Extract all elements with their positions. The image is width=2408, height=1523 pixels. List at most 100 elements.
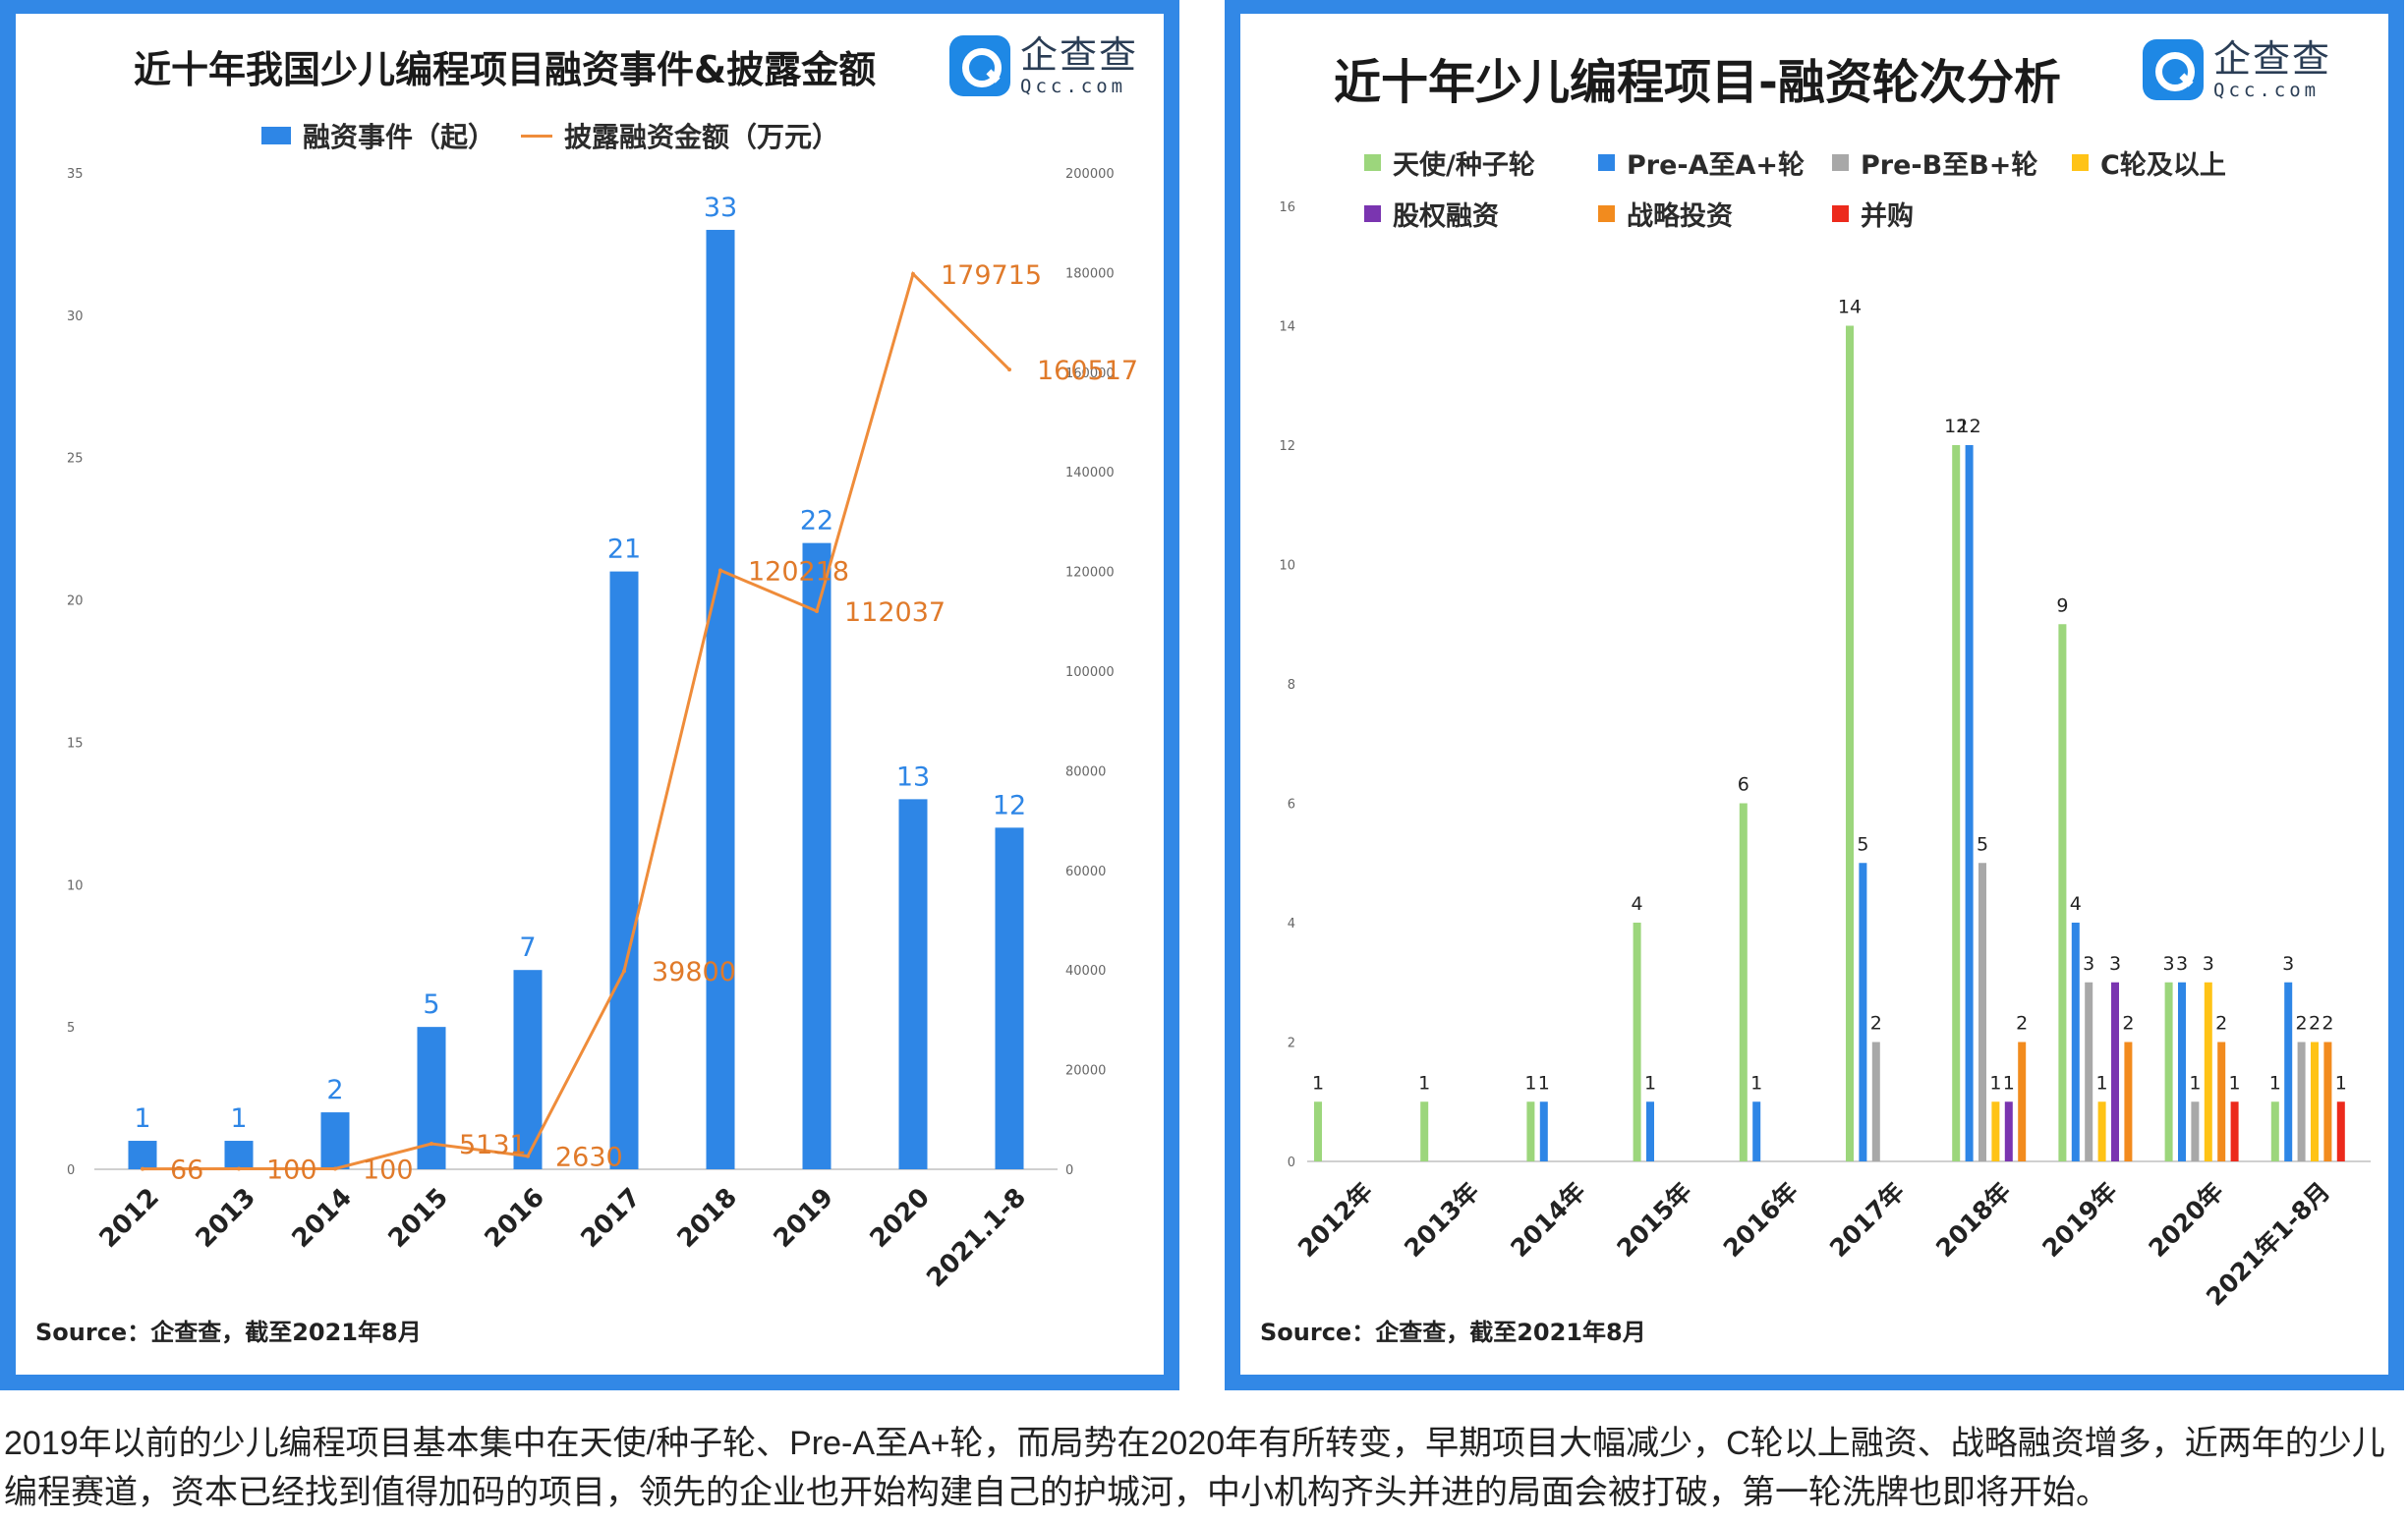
line-value-label: 179715 [941, 260, 1042, 291]
legend-swatch [1832, 205, 1849, 222]
legend-item: 战略投资 [1598, 195, 1733, 233]
y-tick-label: 12 [1279, 439, 1295, 454]
bar-value-label: 13 [896, 762, 930, 792]
bar-value-label: 3 [2163, 953, 2175, 975]
bar-round [1752, 1101, 1761, 1161]
funding-events-card: 近十年我国少儿编程项目融资事件&披露金额 企查查 Qcc.com 融资事件（起）… [16, 14, 1164, 1375]
y-left-tick-label: 10 [67, 878, 84, 893]
bar-value-label: 1 [2189, 1072, 2201, 1094]
funding-rounds-panel: 近十年少儿编程项目-融资轮次分析 企查查 Qcc.com 天使/种子轮 Pre-A… [1225, 0, 2404, 1390]
bar-funding-events [320, 1112, 350, 1169]
bar-round [1952, 445, 1961, 1161]
bar-value-label: 1 [2229, 1072, 2241, 1094]
y-right-tick-label: 180000 [1065, 266, 1115, 281]
x-tick-label: 2016年 [1718, 1177, 1804, 1263]
bar-round [2071, 923, 2080, 1161]
y-right-tick-label: 200000 [1065, 167, 1115, 182]
bar-round [2311, 1042, 2319, 1161]
x-tick-label: 2019年 [2036, 1177, 2122, 1263]
bar-value-label: 1 [2335, 1072, 2347, 1094]
line-point [1007, 367, 1011, 372]
bar-round [1739, 803, 1748, 1161]
legend-swatch [1598, 205, 1615, 222]
bar-round [1646, 1101, 1654, 1161]
x-tick-label: 2015年 [1612, 1177, 1697, 1263]
legend-label-line: 披露融资金额（万元） [564, 121, 840, 153]
bar-round [2204, 982, 2212, 1161]
legend-swatch [1364, 205, 1381, 222]
legend-label: C轮及以上 [2100, 150, 2226, 181]
bar-funding-events [128, 1141, 157, 1169]
bar-value-label: 5 [423, 989, 439, 1020]
bar-value-label: 9 [2056, 594, 2068, 616]
line-point [911, 271, 915, 276]
y-left-tick-label: 5 [67, 1021, 75, 1036]
bar-value-label: 1 [1644, 1072, 1656, 1094]
legend-item: Pre-B至B+轮 [1832, 143, 2037, 182]
logo-text-cn: 企查查 [2213, 36, 2332, 81]
bar-value-label: 1 [1538, 1072, 1550, 1094]
legend-swatch [1598, 154, 1615, 171]
qcc-logo-icon [2143, 39, 2204, 100]
legend-swatch-line [521, 134, 553, 138]
bar-round [2097, 1101, 2106, 1161]
legend-label: 股权融资 [1393, 201, 1499, 232]
line-value-label: 5131 [459, 1130, 527, 1160]
x-tick-label: 2012 [94, 1183, 165, 1254]
y-right-tick-label: 120000 [1065, 566, 1115, 581]
bar-value-label: 2 [2016, 1013, 2028, 1035]
line-point [237, 1166, 241, 1171]
bar-round [1859, 863, 1867, 1161]
bar-value-label: 12 [993, 790, 1026, 820]
x-tick-label: 2020 [865, 1183, 936, 1254]
logo-text-en: Qcc.com [1020, 75, 1127, 97]
legend-item-bar: 融资事件（起） [261, 116, 495, 155]
line-funding-amount [142, 270, 1011, 1171]
bar-round [2297, 1042, 2306, 1161]
bar-round [1526, 1101, 1535, 1161]
qcc-logo-icon [949, 35, 1010, 96]
line-value-label: 112037 [844, 597, 946, 628]
line-point [141, 1166, 144, 1171]
y-tick-label: 10 [1279, 559, 1295, 574]
legend-label: 并购 [1861, 201, 1914, 232]
logo-text-en: Qcc.com [2213, 79, 2321, 101]
y-tick-label: 4 [1288, 917, 1295, 931]
bar-value-label: 1 [2096, 1072, 2108, 1094]
x-tick-label: 2015 [383, 1183, 454, 1254]
bar-value-label: 1 [230, 1103, 247, 1134]
bar-value-label: 22 [800, 506, 833, 536]
bar-round [2270, 1101, 2279, 1161]
bar-value-label: 2 [2122, 1013, 2134, 1035]
bar-value-label: 2 [2296, 1013, 2308, 1035]
source-note: Source：企查查，截至2021年8月 [35, 1319, 422, 1346]
chart-title: 近十年少儿编程项目-融资轮次分析 [1334, 55, 2061, 110]
bar-value-label: 1 [2269, 1072, 2281, 1094]
x-tick-label: 2014 [287, 1183, 358, 1254]
x-tick-label: 2014年 [1505, 1177, 1590, 1263]
bar-round [2018, 1042, 2027, 1161]
bar-value-label: 3 [2083, 953, 2094, 975]
bar-round [2111, 982, 2119, 1161]
line-value-label: 39800 [652, 957, 736, 987]
bar-value-label: 3 [2203, 953, 2214, 975]
bar-value-label: 2 [2215, 1013, 2227, 1035]
bar-funding-events [224, 1141, 254, 1169]
legend-item: 股权融资 [1364, 195, 1499, 233]
bar-funding-events [995, 827, 1024, 1169]
bar-round [1965, 445, 1974, 1161]
bar-value-label: 3 [2282, 953, 2294, 975]
bar-round [2004, 1101, 2013, 1161]
x-tick-label: 2020年 [2144, 1177, 2229, 1263]
y-right-tick-label: 40000 [1065, 964, 1106, 979]
bar-round [1846, 325, 1854, 1161]
funding-rounds-card: 近十年少儿编程项目-融资轮次分析 企查查 Qcc.com 天使/种子轮 Pre-A… [1240, 14, 2388, 1375]
y-right-tick-label: 160000 [1065, 367, 1115, 381]
qcc-logo: 企查查 Qcc.com [2143, 39, 2331, 100]
bar-round [2284, 982, 2293, 1161]
y-left-tick-label: 25 [67, 452, 84, 467]
y-right-tick-label: 140000 [1065, 466, 1115, 480]
x-tick-label: 2019 [769, 1183, 839, 1254]
legend-item-line: 披露融资金额（万元） [521, 116, 839, 155]
y-left-tick-label: 35 [67, 167, 84, 182]
